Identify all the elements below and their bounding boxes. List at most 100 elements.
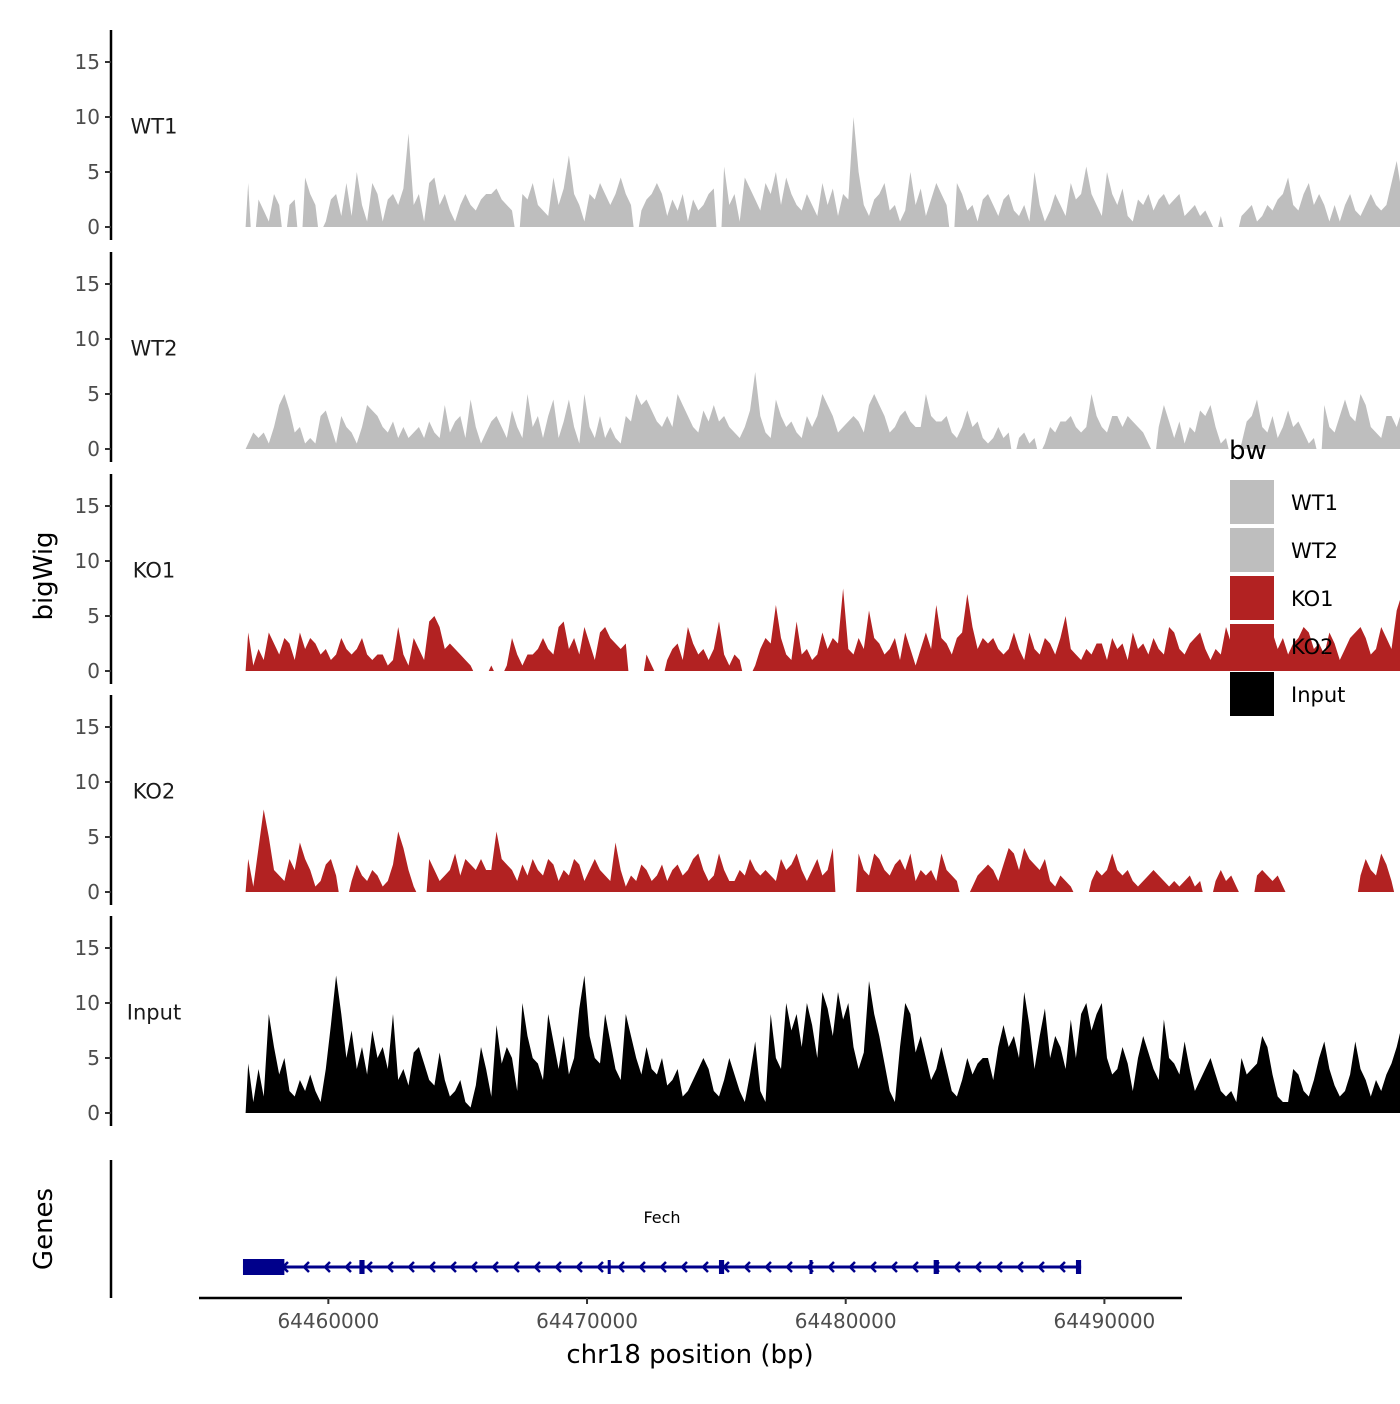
strand-arrow bbox=[323, 1261, 331, 1273]
strand-arrow bbox=[995, 1261, 1003, 1273]
strand-arrow bbox=[491, 1261, 499, 1273]
exon bbox=[607, 1260, 611, 1274]
coverage-area bbox=[638, 183, 717, 227]
strand-arrow bbox=[365, 1261, 373, 1273]
strand-arrow bbox=[953, 1261, 961, 1273]
coverage-area bbox=[504, 621, 629, 671]
track-label-input: Input bbox=[127, 1001, 181, 1025]
coverage-area bbox=[302, 177, 318, 227]
y-tick-label: 0 bbox=[87, 1101, 100, 1125]
coverage-area bbox=[488, 665, 494, 671]
track-label-ko2: KO2 bbox=[133, 780, 176, 804]
strand-arrow bbox=[302, 1261, 310, 1273]
strand-arrow bbox=[386, 1261, 394, 1273]
strand-arrow bbox=[869, 1261, 877, 1273]
coverage-area bbox=[664, 621, 743, 671]
legend: bw WT1 WT2 KO1 KO2 Input bbox=[1229, 436, 1345, 716]
genes-label: Genes bbox=[29, 1188, 59, 1270]
coverage-area bbox=[954, 166, 1213, 227]
strand-arrow bbox=[680, 1261, 688, 1273]
strand-arrow bbox=[911, 1261, 919, 1273]
strand-arrow bbox=[1058, 1261, 1066, 1273]
strand-arrow bbox=[428, 1261, 436, 1273]
legend-swatch-ko2 bbox=[1230, 624, 1274, 668]
legend-swatch-ko1 bbox=[1230, 576, 1274, 620]
x-axis-title: chr18 position (bp) bbox=[566, 1340, 813, 1370]
exon bbox=[809, 1260, 813, 1274]
x-axis: 64460000 64470000 64480000 64490000 bbox=[199, 1296, 1182, 1333]
x-tick-label: 64470000 bbox=[536, 1309, 638, 1333]
exon bbox=[1075, 1260, 1082, 1274]
strand-arrow bbox=[575, 1261, 583, 1273]
coverage-area bbox=[245, 809, 339, 892]
y-tick-label: 15 bbox=[75, 272, 100, 296]
strand-arrow bbox=[743, 1261, 751, 1273]
legend-title: bw bbox=[1229, 436, 1267, 466]
track-ko1: 0 5 10 15 KO1 bbox=[75, 474, 1400, 684]
coverage-area bbox=[1016, 432, 1038, 449]
strand-arrow bbox=[470, 1261, 478, 1273]
coverage-area bbox=[323, 133, 515, 227]
strand-arrow bbox=[638, 1261, 646, 1273]
y-tick-label: 0 bbox=[87, 880, 100, 904]
coverage-area bbox=[856, 853, 960, 892]
strand-arrow bbox=[701, 1261, 709, 1273]
coverage-area bbox=[255, 194, 282, 227]
coverage-area bbox=[1218, 216, 1224, 227]
coverage-area bbox=[1238, 161, 1400, 227]
legend-swatch-input bbox=[1230, 672, 1274, 716]
coverage-area bbox=[1357, 853, 1395, 892]
track-label-wt2: WT2 bbox=[131, 337, 178, 361]
exon bbox=[359, 1260, 365, 1274]
legend-label-ko2: KO2 bbox=[1291, 635, 1334, 659]
gene-panel: Genes Fech bbox=[29, 1160, 1082, 1298]
strand-arrow bbox=[554, 1261, 562, 1273]
coverage-area bbox=[245, 183, 251, 227]
coverage-area bbox=[245, 372, 1012, 449]
y-tick-label: 10 bbox=[75, 549, 100, 573]
strand-arrow bbox=[1016, 1261, 1024, 1273]
tracks-layer: 0 5 10 15 WT1 0 5 10 15 WT2 0 5 10 15 KO1 0 5 10 15 KO2 0 5 10… bbox=[75, 30, 1400, 1126]
coverage-area bbox=[349, 831, 417, 892]
gene-name-label: Fech bbox=[643, 1208, 680, 1227]
y-tick-label: 10 bbox=[75, 991, 100, 1015]
coverage-area bbox=[245, 975, 1400, 1113]
legend-label-input: Input bbox=[1291, 683, 1345, 707]
strand-arrow bbox=[764, 1261, 772, 1273]
strand-arrow bbox=[344, 1261, 352, 1273]
y-tick-label: 15 bbox=[75, 494, 100, 518]
exon bbox=[718, 1260, 725, 1274]
y-axis-title: bigWig bbox=[29, 531, 59, 620]
y-tick-label: 0 bbox=[87, 437, 100, 461]
x-tick-label: 64490000 bbox=[1053, 1309, 1155, 1333]
track-wt1: 0 5 10 15 WT1 bbox=[75, 30, 1400, 240]
track-ko2: 0 5 10 15 KO2 bbox=[75, 695, 1395, 905]
strand-arrow bbox=[512, 1261, 520, 1273]
strand-arrow bbox=[1037, 1261, 1045, 1273]
exon bbox=[242, 1259, 285, 1275]
track-wt2: 0 5 10 15 WT2 bbox=[75, 252, 1400, 462]
y-tick-label: 5 bbox=[87, 160, 100, 184]
strand-arrow bbox=[533, 1261, 541, 1273]
coverage-area bbox=[1156, 405, 1229, 449]
strand-arrow bbox=[848, 1261, 856, 1273]
legend-swatch-wt1 bbox=[1230, 480, 1274, 524]
strand-arrow bbox=[785, 1261, 793, 1273]
strand-arrow bbox=[617, 1261, 625, 1273]
legend-label-wt2: WT2 bbox=[1291, 539, 1338, 563]
coverage-area bbox=[969, 848, 1074, 892]
y-tick-label: 0 bbox=[87, 215, 100, 239]
legend-label-ko1: KO1 bbox=[1291, 587, 1334, 611]
track-label-wt1: WT1 bbox=[131, 115, 178, 139]
coverage-area bbox=[721, 117, 950, 227]
y-tick-label: 5 bbox=[87, 1046, 100, 1070]
legend-swatch-wt2 bbox=[1230, 528, 1274, 572]
coverage-area bbox=[1042, 394, 1151, 449]
strand-arrow bbox=[596, 1261, 604, 1273]
y-tick-label: 15 bbox=[75, 50, 100, 74]
y-tick-label: 5 bbox=[87, 825, 100, 849]
coverage-area bbox=[1088, 853, 1203, 892]
x-tick-label: 64480000 bbox=[795, 1309, 897, 1333]
coverage-area bbox=[287, 199, 298, 227]
